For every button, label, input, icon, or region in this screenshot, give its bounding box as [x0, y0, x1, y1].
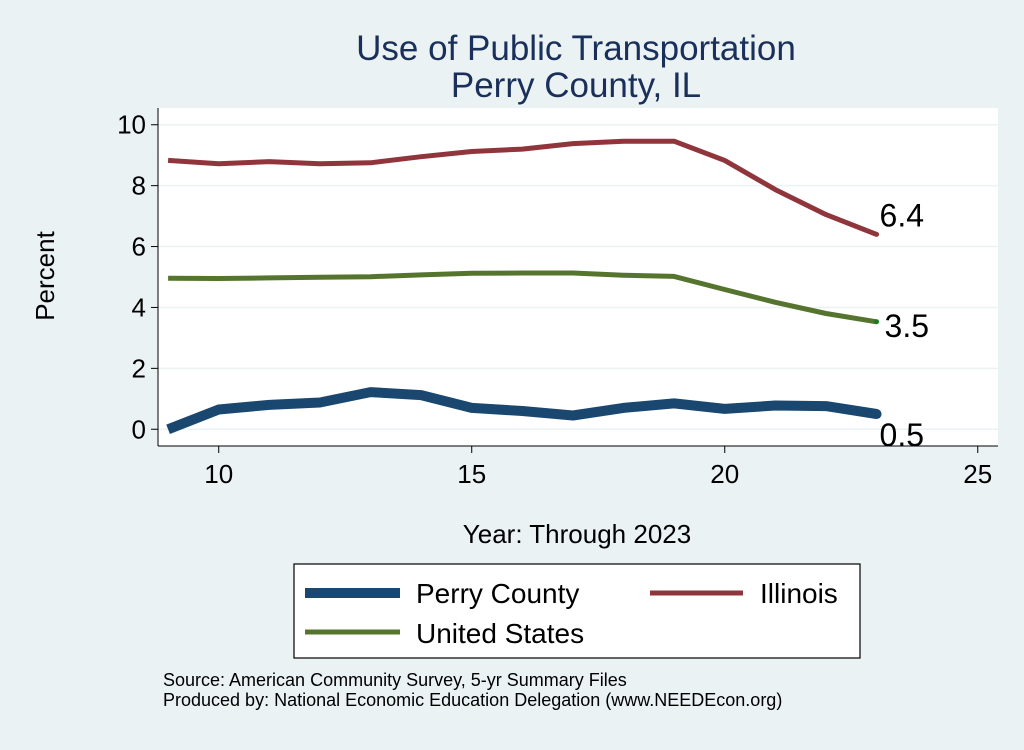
producer-note: Produced by: National Economic Education…: [163, 690, 783, 710]
y-tick-label: 4: [132, 292, 146, 322]
x-axis-ticks: 10 15 20 25: [204, 446, 992, 489]
y-tick-label: 10: [117, 110, 146, 140]
legend-label-illinois: Illinois: [760, 578, 838, 609]
series-end-labels: 6.4 3.5 0.5: [880, 197, 929, 453]
x-tick-label: 10: [204, 459, 233, 489]
y-tick-label: 0: [132, 414, 146, 444]
series-end-marker-illinois: [874, 231, 880, 237]
legend: Perry County Illinois United States: [293, 563, 861, 659]
gridlines: [158, 123, 998, 431]
series-end-marker-perry-county: [871, 409, 882, 420]
series-end-label-united-states: 3.5: [885, 308, 929, 344]
legend-box: [293, 563, 861, 659]
chart-title: Use of Public Transportation: [356, 29, 796, 68]
series-end-marker-united-states: [874, 319, 880, 325]
y-tick-label: 8: [132, 171, 146, 201]
series-line-perry-county: [166, 387, 878, 434]
x-tick-label: 20: [710, 459, 739, 489]
y-tick-label: 2: [132, 353, 146, 383]
legend-label-perry-county: Perry County: [416, 578, 579, 609]
chart-subtitle: Perry County, IL: [451, 66, 701, 105]
chart-notes: Source: American Community Survey, 5-yr …: [163, 670, 782, 710]
source-note: Source: American Community Survey, 5-yr …: [163, 670, 627, 690]
series-end-label-illinois: 6.4: [880, 197, 924, 233]
legend-label-united-states: United States: [416, 618, 584, 649]
y-tick-label: 6: [132, 232, 146, 262]
series-lines: [166, 138, 882, 434]
x-axis-label: Year: Through 2023: [463, 519, 691, 549]
y-axis-ticks: 0 2 4 6 8 10: [117, 110, 158, 444]
series-line-united-states: [168, 270, 878, 325]
series-end-label-perry-county: 0.5: [880, 417, 924, 453]
y-axis-label: Percent: [30, 230, 60, 320]
series-line-illinois: [167, 138, 878, 237]
x-tick-label: 15: [457, 459, 486, 489]
x-tick-label: 25: [963, 459, 992, 489]
